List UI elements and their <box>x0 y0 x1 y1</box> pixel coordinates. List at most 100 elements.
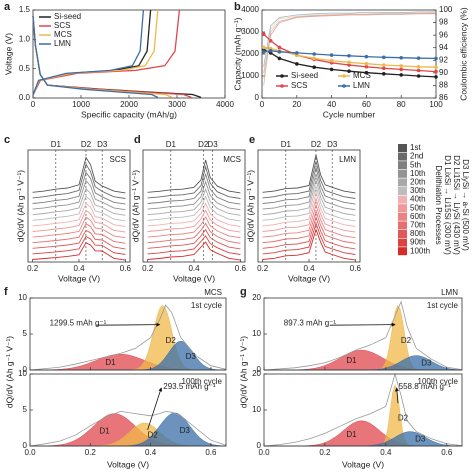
cycle-curve <box>147 241 241 261</box>
cycle-label: 100th cycle <box>182 377 223 386</box>
series-marker <box>416 74 421 78</box>
series-marker <box>382 72 386 76</box>
annotation-arrow <box>394 387 399 404</box>
series-marker <box>382 55 386 60</box>
measured-curve <box>263 300 463 371</box>
series-marker <box>261 32 266 36</box>
y-tick-label: 10 <box>18 369 27 378</box>
panel-letter: a <box>4 1 11 13</box>
sample-label: LMN <box>339 155 356 164</box>
x-tick-label: 0.2 <box>85 448 97 457</box>
y-tick-label: 100 <box>439 5 453 14</box>
efficiency-line <box>263 11 436 67</box>
guide-label: D3 <box>207 140 218 149</box>
capacity-annotation: 1299.5 mAh g⁻¹ <box>50 318 107 327</box>
legend-label: 10th <box>410 169 426 178</box>
panel-letter: f <box>4 286 8 298</box>
legend-swatch <box>398 187 407 195</box>
series-line <box>32 9 159 98</box>
y-tick-label: 2000 <box>241 49 259 58</box>
y-tick-label: 0 <box>257 441 262 450</box>
cycle-curve <box>32 156 126 194</box>
panel-letter: c <box>4 134 10 146</box>
x-axis-label: Specific capacity (mAh/g) <box>81 109 177 119</box>
series-marker <box>347 63 351 67</box>
cycle-curve <box>262 221 356 255</box>
y-tick-label: 10 <box>252 405 261 414</box>
y-tick-label: 0.5 <box>19 64 31 73</box>
legend-label: 100th <box>410 246 430 255</box>
y-tick-label: 1000 <box>241 71 259 80</box>
peak-label: D2 <box>166 336 177 345</box>
panel-letter: g <box>240 286 247 298</box>
x-tick-label: 0.4 <box>303 264 315 273</box>
cycle-curve <box>262 215 356 250</box>
x-tick-label: 0.6 <box>205 448 217 457</box>
legend-marker <box>342 74 346 78</box>
x-tick-label: 0.2 <box>27 264 39 273</box>
cycle-curve <box>32 195 126 222</box>
x-tick-label: 2000 <box>120 100 138 109</box>
cycle-curve <box>32 171 126 205</box>
peak-label: D3 <box>186 352 197 361</box>
cycle-curve <box>147 187 241 216</box>
cycle-curve <box>147 228 241 250</box>
cycle-curve <box>32 202 126 227</box>
peak-label: D1 <box>99 427 110 436</box>
legend-swatch <box>398 238 407 247</box>
series-marker <box>416 56 421 60</box>
annotation-arrow <box>329 322 396 327</box>
cycle-curve <box>147 159 241 194</box>
x-tick-label: 0.2 <box>257 264 269 273</box>
series-marker <box>347 69 351 73</box>
cycle-curve <box>32 242 126 261</box>
peak-label: D2 <box>398 414 409 423</box>
legend-swatch <box>398 230 407 238</box>
legend-label: 90th <box>410 238 426 247</box>
legend-marker <box>280 84 284 88</box>
cycle-curve <box>147 202 241 227</box>
cycle-curve <box>262 184 356 222</box>
cycle-curve <box>32 229 126 250</box>
y-tick-label: 20 <box>252 369 261 378</box>
cycle-curve <box>147 180 241 211</box>
cycle-curve <box>32 163 126 199</box>
cycle-curve <box>32 179 126 211</box>
legend-label: 50th <box>410 203 426 212</box>
cycle-curve <box>32 187 126 216</box>
peak-label: D3 <box>180 426 191 435</box>
x-tick-label: 0.6 <box>441 448 453 457</box>
cycle-curve <box>262 228 356 261</box>
x-tick-label: 0 <box>31 100 36 109</box>
peak-label: D1 <box>346 356 357 365</box>
guide-label: D1 <box>281 140 292 149</box>
series-marker <box>434 75 438 79</box>
series-marker <box>382 66 386 71</box>
legend-label: Si-seed <box>54 12 81 21</box>
x-axis-label: Voltage (V) <box>107 459 149 469</box>
cycle-curve <box>262 209 356 244</box>
axis-label: dQ/dV (Ah g⁻¹ V⁻¹) <box>4 336 14 408</box>
x-tick-label: 4000 <box>216 100 234 109</box>
legend-label: 70th <box>410 221 426 230</box>
axis-label: dQ/dV (Ah g⁻¹ V⁻¹) <box>245 170 255 242</box>
series-marker <box>329 67 334 72</box>
y-tick-label: 90 <box>439 68 448 77</box>
series-marker <box>434 69 438 74</box>
cycle-curve <box>262 161 356 199</box>
capacity-annotation: 558.8 mAh g⁻¹ <box>399 382 452 391</box>
sample-label: MCS <box>223 155 241 164</box>
cycle-curve <box>32 209 126 233</box>
series-marker <box>329 58 334 63</box>
x-tick-label: 20 <box>292 100 301 109</box>
axis-label: Coulombic efficiency (%) <box>458 7 468 101</box>
cycle-label: 1st cycle <box>191 301 223 310</box>
axis-label: dQ/dV (Ah g⁻¹ V⁻¹) <box>130 170 140 242</box>
series-marker <box>382 63 386 67</box>
y-tick-label: 20 <box>252 293 261 302</box>
legend-label: MCS <box>353 71 371 80</box>
legend-swatch <box>398 169 407 178</box>
series-marker <box>312 56 317 61</box>
x-axis-label: Cycle number <box>323 109 376 119</box>
